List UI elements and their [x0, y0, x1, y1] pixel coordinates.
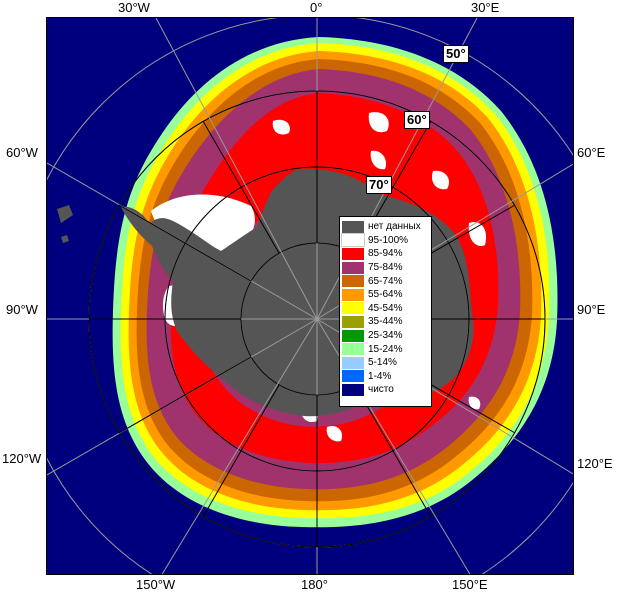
land-fragment-left [57, 205, 73, 223]
legend-list: нет данных 95-100% 85-94% 75-84% 65-74% 55-64… [341, 220, 431, 397]
legend-swatch [342, 343, 364, 356]
legend-label: 45-54% [368, 302, 403, 314]
legend-swatch [342, 247, 364, 260]
legend-label: нет данных [368, 221, 421, 233]
legend-label: 5-14% [368, 357, 397, 369]
legend-label: 95-100% [368, 234, 409, 246]
lon-label-60e: 60°E [577, 145, 606, 160]
legend-item: 75-84% [342, 261, 431, 275]
sea-ice-map [46, 17, 574, 575]
legend-item: нет данных [342, 220, 431, 234]
legend-label: 75-84% [368, 262, 403, 274]
map-canvas [47, 18, 573, 574]
lon-label-30w-top: 30°W [118, 0, 150, 15]
lon-label-60w: 60°W [6, 145, 38, 160]
lat-label-70: 70° [366, 176, 392, 194]
legend-label: 1-4% [368, 370, 392, 382]
antarctic-peninsula [121, 206, 173, 248]
legend-swatch [342, 370, 364, 383]
lon-label-90e: 90°E [577, 302, 606, 317]
legend-item: чисто [342, 383, 431, 397]
legend-label: чисто [368, 384, 394, 396]
legend-swatch [342, 315, 364, 328]
legend-item: 5-14% [342, 356, 431, 370]
lon-label-0-top: 0° [310, 0, 323, 15]
legend-label: 25-34% [368, 330, 403, 342]
legend-swatch [341, 233, 365, 248]
lon-label-150e: 150°E [452, 577, 488, 592]
land-fragment-small [61, 235, 69, 243]
legend: нет данных 95-100% 85-94% 75-84% 65-74% 55-64… [339, 216, 432, 407]
legend-item: 25-34% [342, 329, 431, 343]
legend-swatch [342, 302, 364, 315]
legend-swatch [342, 383, 364, 396]
legend-label: 85-94% [368, 248, 403, 260]
lat-label-60: 60° [404, 111, 430, 129]
legend-item: 65-74% [342, 274, 431, 288]
lon-label-120w: 120°W [2, 451, 42, 466]
lat-label-50: 50° [443, 45, 469, 63]
legend-label: 55-64% [368, 289, 403, 301]
legend-item: 95-100% [341, 233, 431, 248]
legend-item: 85-94% [342, 247, 431, 261]
legend-label: 35-44% [368, 316, 403, 328]
lon-label-120e: 120°E [577, 456, 613, 471]
legend-swatch [342, 356, 364, 369]
legend-item: 1-4% [342, 370, 431, 384]
legend-item: 15-24% [342, 342, 431, 356]
legend-swatch [342, 329, 364, 342]
lon-label-30e-top: 30°E [471, 0, 500, 15]
legend-swatch [342, 275, 364, 288]
lon-label-90w: 90°W [6, 302, 38, 317]
graticule-meridians [47, 18, 573, 574]
legend-swatch [342, 261, 364, 274]
legend-label: 15-24% [368, 343, 403, 355]
legend-item: 45-54% [342, 302, 431, 316]
legend-item: 35-44% [342, 315, 431, 329]
legend-item: 55-64% [342, 288, 431, 302]
legend-label: 65-74% [368, 275, 403, 287]
lon-label-180: 180° [301, 577, 328, 592]
legend-swatch [342, 288, 364, 301]
lon-label-150w: 150°W [136, 577, 176, 592]
legend-swatch [342, 220, 364, 233]
